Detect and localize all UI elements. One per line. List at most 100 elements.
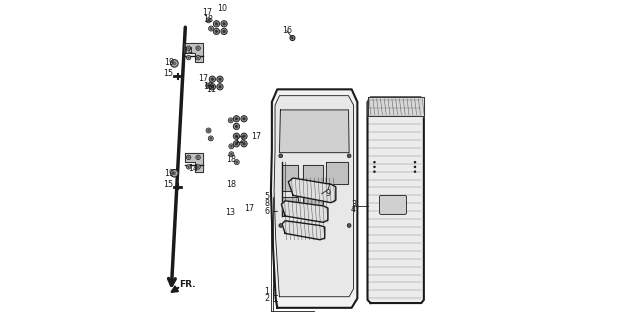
Polygon shape	[303, 197, 323, 216]
Text: 19: 19	[164, 169, 175, 178]
Circle shape	[234, 160, 239, 165]
Circle shape	[211, 78, 214, 81]
Circle shape	[230, 145, 232, 148]
Circle shape	[209, 76, 216, 82]
Text: 18: 18	[204, 15, 214, 24]
Circle shape	[170, 169, 178, 177]
Circle shape	[211, 85, 214, 88]
Circle shape	[223, 30, 226, 33]
Circle shape	[207, 129, 210, 132]
Circle shape	[243, 142, 246, 145]
Circle shape	[373, 161, 376, 163]
Polygon shape	[289, 178, 336, 203]
Text: 17: 17	[202, 8, 212, 17]
Text: FR.: FR.	[179, 280, 196, 288]
Polygon shape	[282, 165, 298, 191]
Circle shape	[373, 166, 376, 168]
Text: 15: 15	[164, 180, 173, 189]
Circle shape	[215, 30, 218, 33]
Circle shape	[209, 84, 216, 90]
Circle shape	[207, 84, 209, 87]
Circle shape	[233, 116, 239, 122]
Circle shape	[218, 78, 221, 81]
Circle shape	[196, 46, 200, 50]
Polygon shape	[274, 96, 353, 297]
Circle shape	[228, 118, 233, 123]
Circle shape	[233, 141, 239, 147]
Circle shape	[207, 19, 210, 22]
Polygon shape	[368, 97, 424, 116]
Circle shape	[217, 84, 223, 90]
Text: 4: 4	[351, 204, 356, 213]
Circle shape	[170, 59, 178, 67]
Circle shape	[215, 22, 218, 25]
Circle shape	[230, 153, 232, 156]
Circle shape	[243, 117, 246, 121]
Text: 17: 17	[252, 132, 262, 141]
Circle shape	[279, 154, 283, 158]
Circle shape	[196, 155, 200, 160]
Polygon shape	[367, 97, 424, 303]
Circle shape	[235, 142, 238, 145]
Circle shape	[206, 18, 211, 23]
Text: 17: 17	[198, 74, 208, 83]
Circle shape	[188, 57, 189, 59]
Text: 18: 18	[226, 180, 236, 189]
Circle shape	[196, 165, 200, 169]
Text: 8: 8	[264, 199, 269, 208]
Circle shape	[221, 21, 227, 27]
Circle shape	[243, 135, 246, 138]
Circle shape	[279, 224, 283, 227]
Text: 18: 18	[204, 82, 214, 91]
Circle shape	[186, 55, 191, 60]
Circle shape	[188, 47, 189, 49]
Polygon shape	[282, 221, 324, 240]
Circle shape	[196, 55, 200, 60]
Circle shape	[229, 144, 234, 149]
Circle shape	[188, 166, 189, 168]
Text: 10: 10	[217, 4, 227, 13]
Circle shape	[208, 136, 213, 141]
Circle shape	[213, 21, 220, 27]
Text: 6: 6	[264, 207, 269, 216]
Circle shape	[373, 170, 376, 173]
Circle shape	[186, 165, 191, 169]
Circle shape	[197, 166, 199, 168]
Circle shape	[229, 152, 234, 157]
Text: 17: 17	[244, 204, 255, 212]
Circle shape	[235, 135, 238, 138]
Text: 12: 12	[234, 135, 244, 144]
Circle shape	[205, 83, 211, 88]
Text: 2: 2	[264, 294, 269, 303]
Circle shape	[197, 156, 199, 158]
Circle shape	[235, 125, 238, 128]
Circle shape	[172, 61, 176, 65]
Text: 11: 11	[206, 85, 216, 94]
Circle shape	[235, 117, 238, 121]
Polygon shape	[186, 44, 203, 62]
Circle shape	[186, 46, 191, 50]
FancyBboxPatch shape	[380, 195, 406, 214]
Circle shape	[236, 161, 238, 163]
Circle shape	[241, 141, 247, 147]
Circle shape	[172, 171, 176, 175]
Text: 3: 3	[351, 200, 356, 210]
Circle shape	[241, 116, 247, 122]
Polygon shape	[280, 110, 349, 153]
Circle shape	[348, 154, 351, 158]
Text: 13: 13	[225, 208, 235, 217]
Circle shape	[206, 128, 211, 133]
Circle shape	[290, 36, 295, 41]
Circle shape	[348, 224, 351, 227]
Polygon shape	[271, 89, 357, 308]
Text: 15: 15	[164, 69, 173, 78]
Text: 19: 19	[164, 58, 175, 67]
Circle shape	[413, 166, 416, 168]
Circle shape	[233, 133, 239, 139]
Text: 18: 18	[226, 155, 236, 163]
Text: 14: 14	[188, 164, 198, 173]
Circle shape	[209, 137, 212, 140]
Text: 5: 5	[264, 192, 269, 202]
Circle shape	[186, 155, 191, 160]
Polygon shape	[303, 165, 323, 184]
